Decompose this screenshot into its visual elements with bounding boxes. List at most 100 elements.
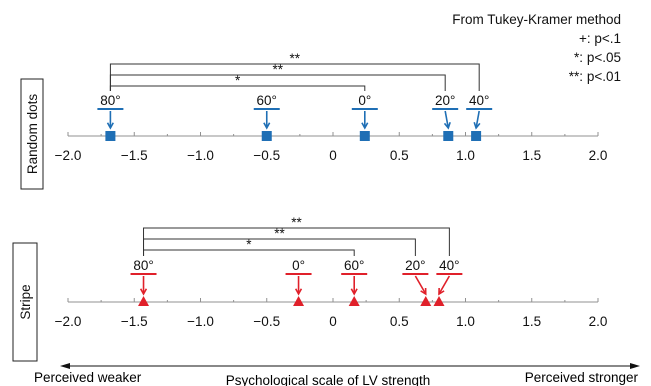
significance-bracket: * [109, 73, 366, 91]
pointer-arrowhead [106, 122, 114, 130]
x-tick-label: 1.5 [522, 314, 541, 329]
pointer-arrow [414, 275, 427, 295]
pointer-arrowhead [139, 288, 148, 296]
legend-text: p<.1 [594, 31, 621, 46]
panel-label: Stripe [18, 284, 33, 319]
panel-stripe: Stripe −2.0 −1.5 −1.0 −0.5 0 0.5 1.0 1.5 2.0 80° 0°… [12, 215, 608, 362]
bracket-line [109, 85, 366, 91]
legend-text: p<.01 [586, 69, 621, 84]
data-point-group: 40° [466, 93, 493, 141]
legend-text: p<.05 [586, 50, 621, 65]
point-label: 60° [257, 93, 277, 108]
significance-bracket: ** [109, 62, 446, 91]
legend-entry-p05: *: p<.05 [452, 48, 621, 67]
significance-bracket: ** [109, 51, 480, 91]
x-tick-label: 2.0 [589, 314, 608, 329]
data-point-triangle [293, 296, 305, 306]
pointer-arrow [475, 110, 480, 129]
data-point-group: 40° [433, 258, 463, 306]
data-point-square [261, 131, 272, 141]
significance-marker: ** [291, 215, 302, 230]
panel-label-box [20, 78, 44, 190]
data-point-group: 60° [253, 93, 280, 141]
bracket-line [109, 63, 480, 91]
data-point-square [359, 131, 370, 141]
significance-bracket: ** [143, 226, 416, 256]
significance-marker: ** [290, 51, 301, 66]
point-label: 80° [133, 258, 153, 273]
data-point-group: 20° [402, 258, 432, 306]
data-point-group: 60° [341, 258, 368, 306]
point-label: 40° [469, 93, 489, 108]
x-tick-label: −0.5 [253, 148, 280, 163]
panel-label-box [12, 242, 38, 362]
pointer-arrowhead [263, 122, 271, 130]
point-label: 60° [344, 258, 364, 273]
scale-arrowhead-left [60, 363, 70, 369]
pointer-arrowhead [473, 122, 481, 130]
data-point-square [443, 131, 454, 141]
bracket-line [143, 238, 416, 256]
legend-entry-p001: **: p<.01 [452, 67, 621, 86]
data-point-triangle [138, 296, 150, 306]
significance-marker: * [235, 73, 241, 88]
point-label: 0° [292, 258, 305, 273]
scale-center-label: Psychological scale of LV strength [226, 373, 431, 386]
x-tick-label: −0.5 [253, 314, 280, 329]
legend-symbol: **: [568, 69, 584, 84]
pointer-arrowhead [294, 288, 303, 296]
significance-marker: ** [273, 62, 284, 77]
x-tick-label: −1.5 [121, 314, 148, 329]
data-point-group: 80° [130, 258, 157, 306]
significance-marker: ** [274, 226, 285, 241]
x-tick-label: 0.5 [390, 314, 409, 329]
panels: Random dots −2.0 −1.5 −1.0 −0.5 0 0.5 1.0 1.5 2.0… [12, 51, 608, 362]
pointer-arrowhead [361, 122, 369, 130]
bracket-line [109, 74, 446, 91]
point-label: 40° [439, 258, 459, 273]
data-point-group: 20° [432, 93, 459, 141]
point-label: 0° [358, 93, 371, 108]
panel-label: Random dots [25, 94, 40, 175]
point-label: 20° [435, 93, 455, 108]
legend-entry-p01: +: p<.1 [452, 29, 621, 48]
legend-symbol: +: [578, 31, 591, 46]
scale-left-label: Perceived weaker [34, 370, 142, 385]
panel-random-dots: Random dots −2.0 −1.5 −1.0 −0.5 0 0.5 1.0 1.5 2.0… [20, 51, 608, 190]
point-label: 20° [405, 258, 425, 273]
legend: From Tukey-Kramer method +: p<.1 *: p<.0… [452, 10, 621, 86]
data-point-group: 0° [285, 258, 312, 306]
x-tick-label: 1.0 [456, 148, 475, 163]
x-tick-label: −2.0 [55, 314, 82, 329]
scale-arrowhead-right [630, 363, 640, 369]
data-point-square [471, 131, 482, 141]
significance-marker: * [246, 237, 252, 252]
bracket-line [143, 249, 355, 256]
x-tick-label: −2.0 [55, 148, 82, 163]
data-point-triangle [420, 296, 432, 306]
x-tick-label: −1.5 [121, 148, 148, 163]
x-tick-label: −1.0 [187, 314, 214, 329]
significance-bracket: * [143, 237, 355, 256]
x-tick-label: 2.0 [589, 148, 608, 163]
pointer-arrowhead [420, 287, 427, 296]
bracket-line [143, 227, 450, 256]
x-tick-label: 1.5 [522, 148, 541, 163]
data-point-group: 80° [97, 93, 124, 141]
x-tick-label: −1.0 [187, 148, 214, 163]
psychological-scale: Perceived weaker Psychological scale of … [34, 363, 640, 386]
pointer-arrowhead [438, 287, 445, 296]
x-tick-label: 0 [329, 148, 337, 163]
pointer-arrowhead [443, 122, 451, 130]
pointer-arrowhead [350, 288, 358, 296]
data-point-triangle [433, 296, 445, 306]
x-tick-label: 0.5 [390, 148, 409, 163]
scale-right-label: Perceived stronger [525, 370, 639, 385]
point-label: 80° [100, 93, 120, 108]
data-point-square [105, 131, 116, 141]
x-tick-label: 1.0 [456, 314, 475, 329]
legend-title: From Tukey-Kramer method [452, 12, 621, 27]
data-point-group: 0° [351, 93, 378, 141]
pointer-arrow [444, 110, 450, 129]
data-point-triangle [348, 296, 360, 306]
